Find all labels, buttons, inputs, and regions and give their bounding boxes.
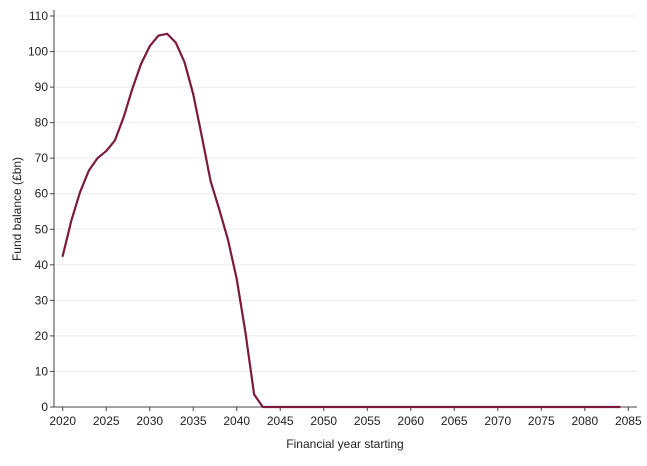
x-tick-label: 2045 bbox=[267, 414, 294, 428]
x-tick-label: 2020 bbox=[49, 414, 76, 428]
y-tick-label: 90 bbox=[35, 80, 49, 94]
x-tick-label: 2030 bbox=[136, 414, 163, 428]
y-tick-label: 60 bbox=[35, 187, 49, 201]
x-tick-label: 2085 bbox=[615, 414, 642, 428]
y-tick-label: 70 bbox=[35, 151, 49, 165]
x-tick-label: 2070 bbox=[484, 414, 511, 428]
y-tick-label: 20 bbox=[35, 329, 49, 343]
y-tick-label: 110 bbox=[29, 9, 48, 23]
x-tick-label: 2060 bbox=[397, 414, 424, 428]
x-axis-title: Financial year starting bbox=[286, 437, 403, 451]
x-tick-label: 2025 bbox=[93, 414, 120, 428]
y-tick-label: 0 bbox=[41, 400, 48, 414]
x-tick-label: 2040 bbox=[223, 414, 250, 428]
y-tick-label: 50 bbox=[35, 222, 49, 236]
grid-layer bbox=[54, 15, 637, 372]
y-axis-title: Fund balance (£bn) bbox=[10, 157, 24, 261]
x-tick-label: 2035 bbox=[180, 414, 207, 428]
y-tick-label: 10 bbox=[35, 364, 49, 378]
x-tick-label: 2050 bbox=[310, 414, 337, 428]
y-tick-label: 100 bbox=[28, 45, 48, 59]
y-tick-label: 30 bbox=[35, 293, 49, 307]
y-tick-label: 80 bbox=[35, 116, 49, 130]
x-tick-label: 2055 bbox=[354, 414, 381, 428]
x-tick-label: 2075 bbox=[528, 414, 555, 428]
fund-balance-line bbox=[61, 32, 621, 409]
series-layer bbox=[61, 32, 621, 409]
x-tick-label: 2065 bbox=[441, 414, 468, 428]
y-tick-label: 40 bbox=[35, 258, 49, 272]
x-tick-label: 2080 bbox=[571, 414, 598, 428]
